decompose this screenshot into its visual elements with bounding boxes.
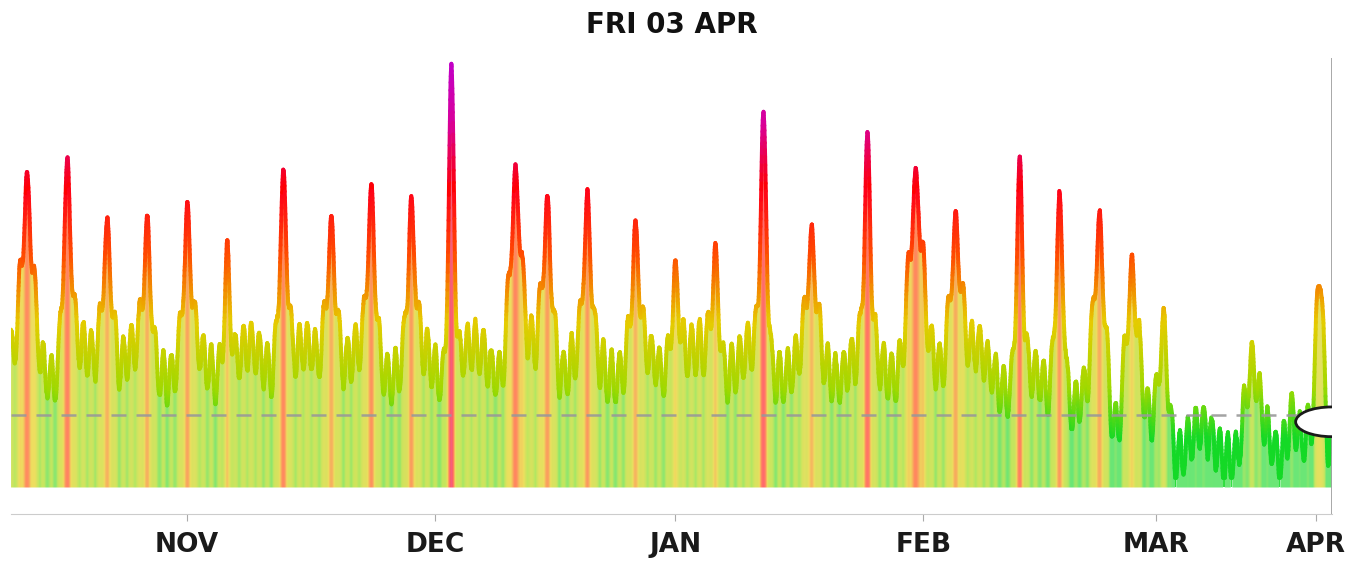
Title: FRI 03 APR: FRI 03 APR bbox=[586, 11, 758, 39]
Circle shape bbox=[1296, 407, 1360, 436]
